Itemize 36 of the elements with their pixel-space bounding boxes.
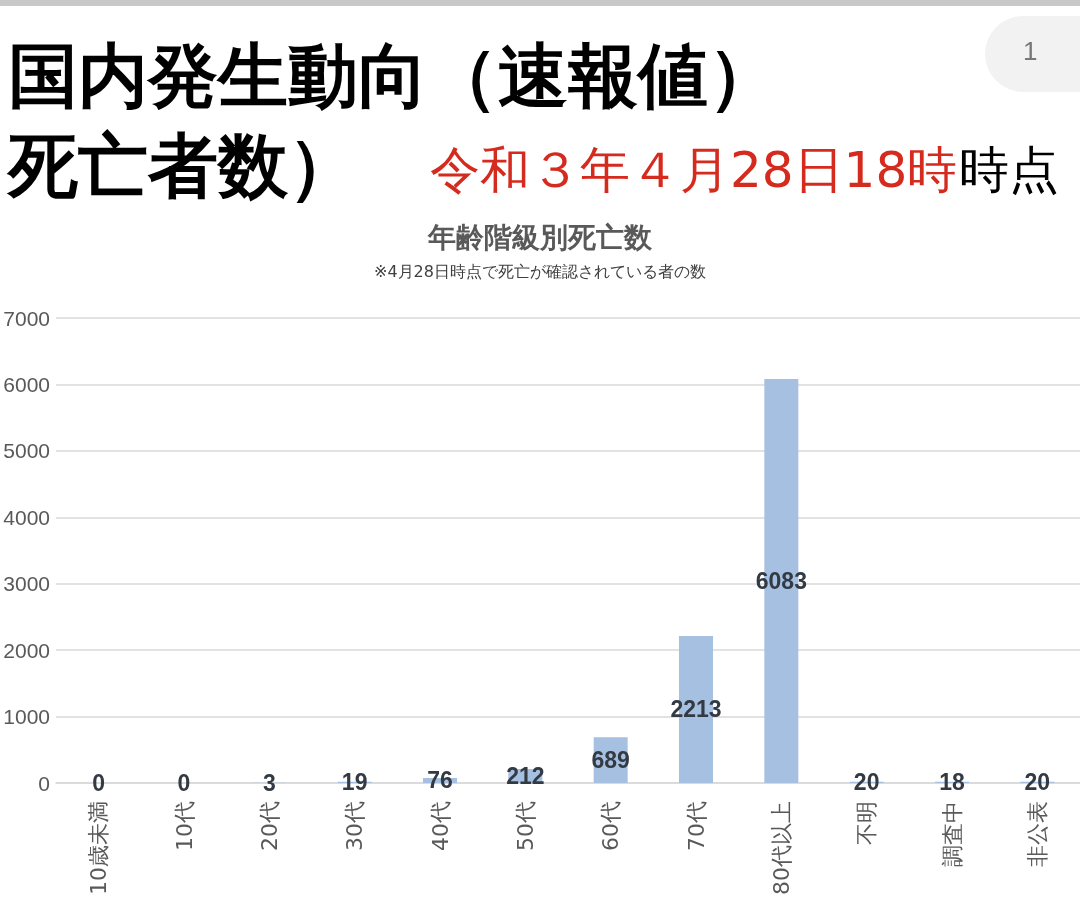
x-tick-label: 10歳未満 [86, 801, 112, 895]
y-tick-label: 4000 [3, 505, 50, 529]
x-tick-label: 40代 [427, 801, 453, 851]
y-tick-label: 5000 [3, 439, 50, 463]
data-label: 0 [177, 770, 191, 796]
x-tick-label: 50代 [512, 801, 538, 851]
y-tick-label: 6000 [3, 372, 50, 396]
y-tick-label: 1000 [3, 705, 50, 729]
x-tick-label: 非公表 [1024, 801, 1050, 867]
x-tick-label: 20代 [256, 801, 282, 851]
data-label: 6083 [755, 567, 807, 594]
data-label: 19 [341, 769, 368, 796]
x-tick-label: 10代 [171, 801, 197, 851]
x-tick-label: 調査中 [939, 801, 965, 867]
text: 1 [1023, 36, 1038, 66]
x-tick-label: 不明 [854, 801, 880, 845]
chart-title: 年齢階級別死亡数 [427, 220, 653, 254]
data-label: 20 [853, 769, 880, 796]
x-tick-label: 60代 [598, 801, 624, 851]
x-tick-label: 30代 [342, 801, 368, 851]
y-tick-label: 0 [38, 771, 50, 795]
y-tick-label: 7000 [3, 306, 50, 330]
data-label: 18 [939, 769, 965, 796]
x-tick-label: 70代 [683, 801, 709, 851]
text: 時点 [958, 141, 1059, 200]
text: 国内発生動向（速報値） [7, 35, 778, 117]
data-label: 76 [427, 767, 453, 794]
chart-subtitle: ※4月28日時点で死亡が確認されている者の数 [374, 261, 706, 281]
y-tick-label: 3000 [3, 572, 50, 596]
y-tick-label: 2000 [3, 638, 50, 662]
data-label: 3 [262, 769, 276, 796]
data-label: 0 [92, 770, 106, 796]
data-label: 20 [1024, 769, 1051, 796]
text: 令和３年４月28日18時 [429, 141, 958, 200]
text: 死亡者数） [6, 125, 358, 207]
x-tick-label: 80代以上 [768, 801, 794, 895]
